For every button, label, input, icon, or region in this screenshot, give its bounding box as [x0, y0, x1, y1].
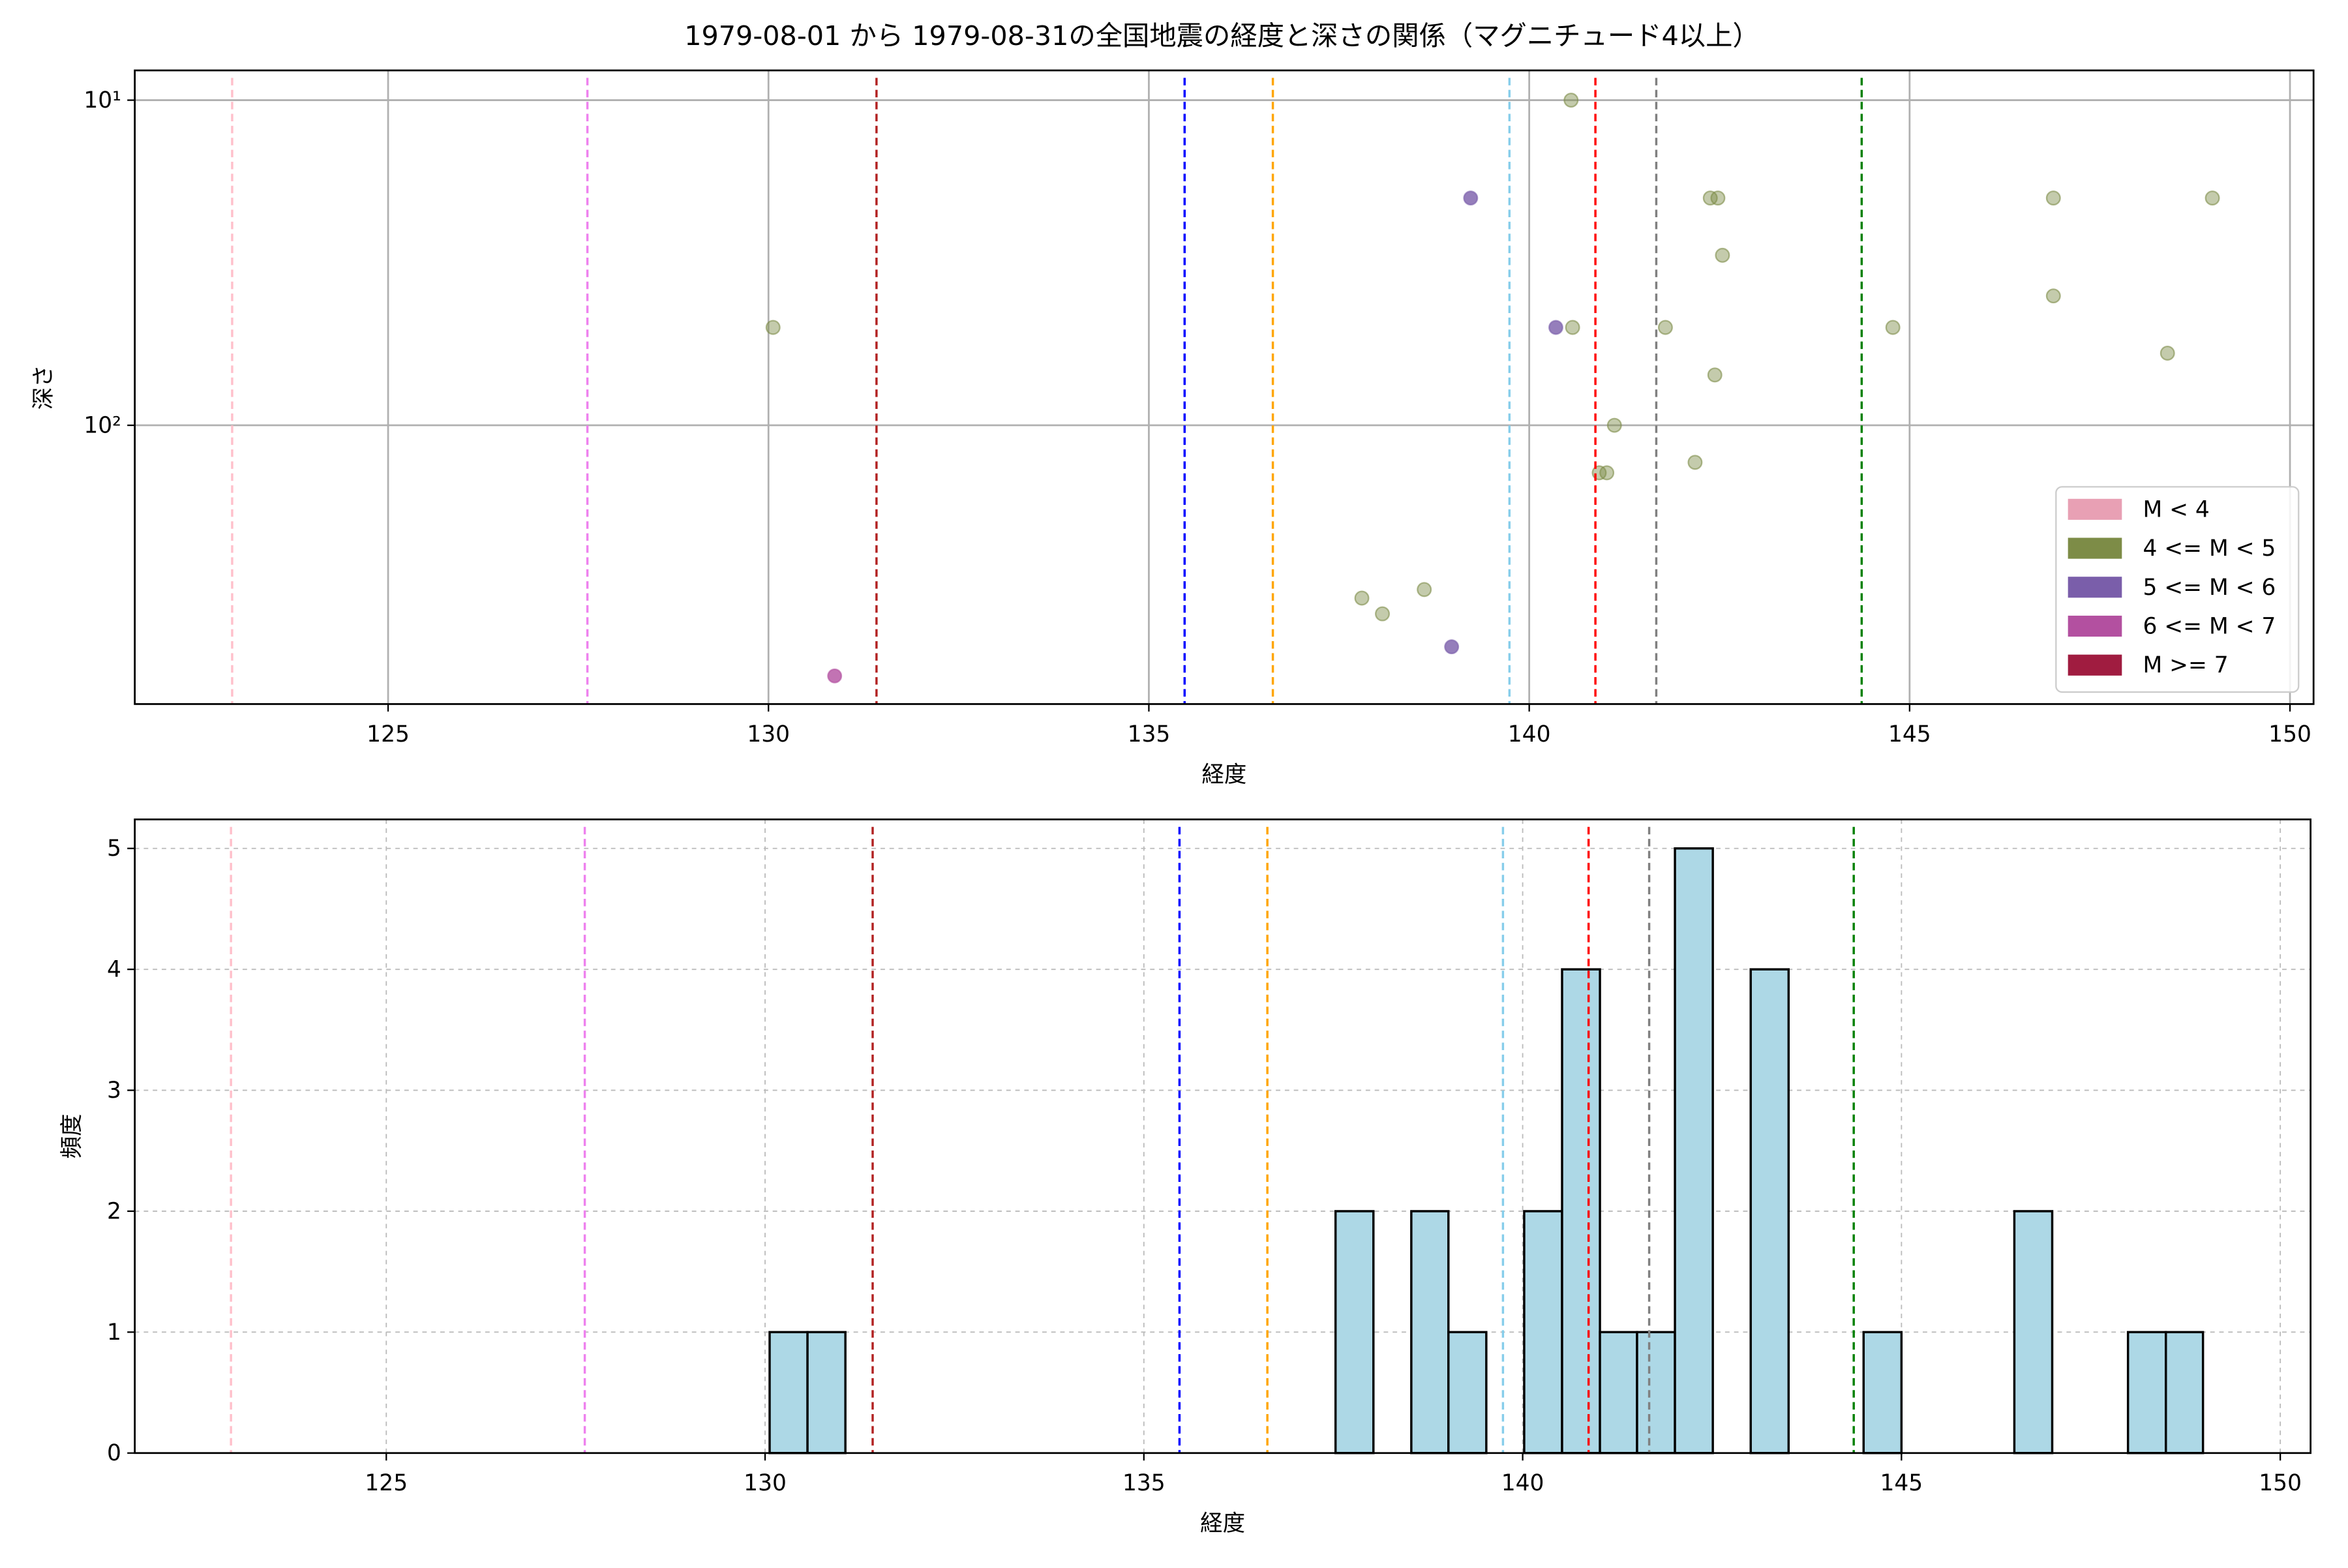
- point: [1885, 320, 1901, 335]
- x-tick-label: 135: [1128, 721, 1171, 747]
- point: [1657, 320, 1673, 335]
- bar: [1410, 1210, 1450, 1455]
- y-axis-label: 深さ: [31, 365, 57, 410]
- point: [1417, 582, 1432, 597]
- bar: [1862, 1331, 1903, 1455]
- point: [2045, 288, 2061, 304]
- point: [1707, 367, 1723, 383]
- y-tick-label: 2: [107, 1198, 121, 1224]
- point: [765, 320, 781, 335]
- x-tick-label: 140: [1508, 721, 1551, 747]
- legend-swatch: [2068, 537, 2122, 559]
- y-tick-label: 1: [107, 1319, 121, 1346]
- point: [1599, 465, 1615, 481]
- point: [1354, 590, 1370, 606]
- x-tick-label: 125: [365, 1470, 408, 1496]
- bar: [2165, 1331, 2205, 1455]
- point: [2045, 190, 2061, 206]
- x-tick-label: 135: [1122, 1470, 1166, 1496]
- x-tick-label: 150: [2259, 1470, 2302, 1496]
- point: [1548, 320, 1563, 335]
- plot-frame: [134, 818, 2311, 1455]
- bar: [1599, 1331, 1638, 1455]
- bar: [1749, 968, 1790, 1455]
- x-tick-label: 145: [1888, 721, 1931, 747]
- x-tick-label: 130: [747, 721, 790, 747]
- legend-swatch: [2068, 615, 2122, 637]
- point: [1606, 417, 1622, 433]
- legend-swatch: [2068, 498, 2122, 520]
- legend-label: 4 <= M < 5: [2143, 535, 2276, 562]
- point: [2205, 190, 2220, 206]
- point: [1444, 639, 1460, 655]
- point: [1463, 190, 1479, 206]
- legend-swatch: [2068, 577, 2122, 598]
- bar: [806, 1331, 847, 1455]
- point: [827, 668, 843, 684]
- x-tick-label: 150: [2268, 721, 2311, 747]
- bar: [2126, 1331, 2167, 1455]
- bar: [1334, 1210, 1375, 1455]
- legend-label: 6 <= M < 7: [2143, 613, 2276, 639]
- y-tick-label: 5: [107, 836, 121, 862]
- point: [1702, 190, 1718, 206]
- y-tick-label: 10²: [83, 413, 121, 439]
- bar: [2013, 1210, 2054, 1455]
- y-tick-label: 10¹: [83, 87, 121, 113]
- bar: [1523, 1210, 1563, 1455]
- bar: [1447, 1331, 1488, 1455]
- point: [1375, 606, 1391, 622]
- x-tick-label: 125: [367, 721, 410, 747]
- point: [1715, 247, 1730, 263]
- x-tick-label: 140: [1501, 1470, 1544, 1496]
- bar: [768, 1331, 809, 1455]
- legend-label: 5 <= M < 6: [2143, 575, 2276, 601]
- legend-label: M >= 7: [2143, 652, 2228, 678]
- point: [1565, 320, 1580, 335]
- y-tick-label: 4: [107, 957, 121, 983]
- x-axis-label: 経度: [1201, 762, 1246, 788]
- legend-swatch: [2068, 654, 2122, 676]
- plot-frame: [134, 69, 2315, 705]
- figure-title: 1979-08-01 から 1979-08-31の全国地震の経度と深さの関係（マ…: [684, 20, 1760, 52]
- x-axis-label: 経度: [1200, 1511, 1245, 1537]
- bar: [1674, 847, 1714, 1455]
- bar: [1636, 1331, 1676, 1455]
- y-tick-label: 0: [107, 1440, 121, 1466]
- point: [1563, 93, 1579, 108]
- x-tick-label: 145: [1880, 1470, 1923, 1496]
- point: [1710, 190, 1726, 206]
- x-tick-label: 130: [744, 1470, 787, 1496]
- bar: [1561, 968, 1601, 1455]
- point: [2160, 345, 2175, 361]
- y-axis-label: 頻度: [59, 1114, 85, 1159]
- y-tick-label: 3: [107, 1078, 121, 1104]
- legend-label: M < 4: [2143, 496, 2209, 522]
- point: [1687, 455, 1703, 470]
